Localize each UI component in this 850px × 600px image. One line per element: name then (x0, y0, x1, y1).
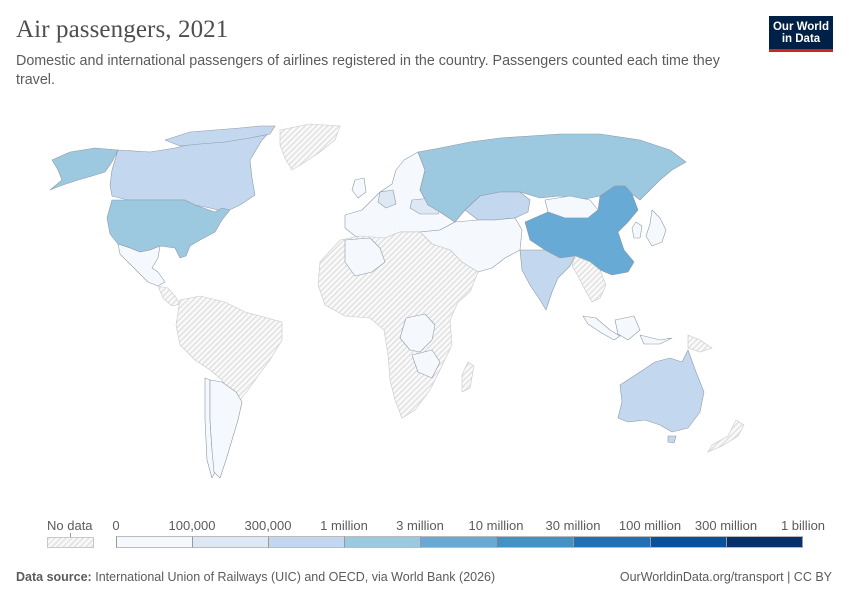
legend-tick-0: 0 (112, 518, 120, 533)
country-madagascar[interactable] (461, 361, 475, 393)
legend-tick-2: 300,000 (244, 518, 292, 533)
legend-no-data-label: No data (47, 518, 93, 533)
legend-bin-3[interactable] (344, 536, 420, 548)
country-korea[interactable] (631, 221, 643, 239)
chart-subtitle: Domestic and international passengers of… (16, 53, 720, 88)
world-map[interactable] (0, 110, 850, 510)
country-alaska[interactable] (49, 147, 119, 191)
country-tasmania[interactable] (667, 435, 677, 444)
country-australia[interactable] (617, 349, 705, 433)
country-greenland[interactable] (279, 123, 341, 171)
country-germany[interactable] (377, 189, 397, 209)
country-japan[interactable] (645, 209, 667, 247)
legend-tick-9: 1 billion (780, 518, 826, 533)
legend-tick-7: 100 million (618, 518, 682, 533)
legend-bin-4[interactable] (420, 536, 496, 548)
region-central-america[interactable] (157, 285, 181, 307)
legend-bin-8[interactable] (726, 536, 803, 548)
country-algeria[interactable] (344, 237, 386, 277)
country-dr-congo[interactable] (399, 313, 436, 353)
legend-bin-0[interactable] (116, 536, 192, 548)
logo-line-2: in Data (781, 32, 821, 45)
legend-tick-4: 3 million (396, 518, 444, 533)
legend-tick-3: 1 million (320, 518, 368, 533)
country-india[interactable] (519, 249, 576, 311)
legend-no-data-swatch[interactable] (47, 537, 94, 548)
country-zambia-zimbabwe[interactable] (411, 349, 441, 379)
legend-bin-5[interactable] (496, 536, 573, 548)
region-northern-south-america[interactable] (175, 295, 283, 401)
chart-title: Air passengers, 2021 (16, 16, 229, 43)
legend-tick-1: 100,000 (168, 518, 216, 533)
legend-tick-5: 10 million (468, 518, 524, 533)
legend-bin-2[interactable] (268, 536, 344, 548)
logo-line-1: Our World (772, 20, 829, 33)
data-source-label: Data source: (16, 570, 92, 584)
owid-logo[interactable]: Our World in Data (769, 16, 833, 52)
country-canada-islands[interactable] (164, 125, 276, 147)
legend-tick-6: 30 million (545, 518, 601, 533)
legend: No data 0 100,000 300,000 1 million 3 mi… (0, 512, 850, 557)
country-papua-new-guinea[interactable] (687, 334, 713, 353)
legend-no-data-tick (70, 533, 71, 537)
country-indonesia[interactable] (582, 315, 673, 345)
region-southeast-asia-mainland[interactable] (571, 255, 607, 303)
data-source: Data source: International Union of Rail… (16, 570, 495, 584)
data-source-text[interactable]: International Union of Railways (UIC) an… (95, 570, 496, 584)
region-africa[interactable] (317, 231, 479, 419)
legend-tick-8: 300 million (694, 518, 758, 533)
legend-bin-7[interactable] (650, 536, 726, 548)
country-argentina[interactable] (209, 379, 243, 479)
country-mexico[interactable] (117, 243, 166, 287)
country-new-zealand[interactable] (707, 419, 745, 453)
country-uk[interactable] (351, 177, 367, 199)
legend-bin-1[interactable] (192, 536, 268, 548)
footer-link[interactable]: OurWorldinData.org/transport | CC BY (619, 570, 832, 584)
legend-bin-6[interactable] (573, 536, 650, 548)
